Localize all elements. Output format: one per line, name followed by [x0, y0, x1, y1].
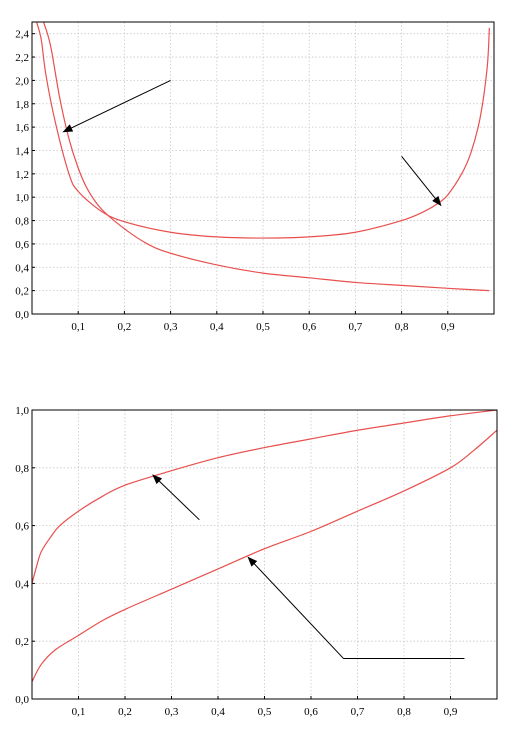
series-line-1 — [32, 410, 497, 584]
y-tick-label: 0,2 — [15, 636, 29, 648]
x-tick-label: 0,5 — [256, 321, 270, 333]
plot-frame — [31, 21, 495, 315]
y-tick-label: 0,6 — [15, 239, 29, 251]
x-tick-label: 0,7 — [349, 321, 363, 333]
annotation-arrow — [152, 474, 200, 521]
y-tick-label: 0,2 — [15, 286, 29, 298]
y-tick-label: 0,0 — [15, 309, 29, 321]
y-tick-label: 1,0 — [15, 192, 29, 204]
y-tick-label: 0,8 — [15, 463, 29, 475]
x-tick-label: 0,4 — [210, 321, 224, 333]
x-tick-label: 0,2 — [118, 321, 132, 333]
annotation-arrow — [247, 556, 344, 659]
chart-1: 0,1 0,2 0,3 0,4 0,5 0,6 0,7 0,8 0,9 0,0 0,2 0,4 0,6 0… — [15, 21, 495, 333]
x-tick-label: 0,1 — [71, 321, 85, 333]
y-tick-label: 1,4 — [15, 145, 29, 157]
x-tick-label: 0,1 — [72, 706, 86, 718]
y-tick-label: 2,0 — [15, 75, 29, 87]
series-line-2 — [32, 429, 497, 682]
y-tick-label: 0,6 — [15, 521, 29, 533]
x-tick-label: 0,5 — [258, 706, 272, 718]
x-tick-label: 0,8 — [397, 706, 411, 718]
y-tick-label: 0,4 — [15, 262, 29, 274]
x-tick-label: 0,2 — [118, 706, 132, 718]
series-line-1 — [42, 22, 490, 292]
x-tick-label: 0,9 — [444, 706, 458, 718]
series-line-2 — [36, 22, 490, 239]
annotation-arrow — [401, 156, 442, 207]
annotation-arrow — [62, 79, 171, 133]
y-tick-label: 0,0 — [15, 694, 29, 706]
plot-frame — [31, 409, 498, 700]
x-tick-label: 0,9 — [441, 321, 455, 333]
y-tick-label: 0,4 — [15, 578, 29, 590]
y-tick-label: 1,0 — [15, 405, 29, 417]
y-tick-label: 1,2 — [15, 169, 29, 181]
x-tick-label: 0,7 — [351, 706, 365, 718]
y-tick-label: 1,8 — [15, 99, 29, 111]
x-tick-label: 0,8 — [395, 321, 409, 333]
y-tick-label: 2,2 — [15, 52, 29, 64]
x-tick-label: 0,3 — [165, 706, 179, 718]
x-tick-label: 0,6 — [302, 321, 316, 333]
x-tick-label: 0,6 — [304, 706, 318, 718]
x-tick-label: 0,4 — [211, 706, 225, 718]
chart-2: 0,1 0,2 0,3 0,4 0,5 0,6 0,7 0,8 0,9 0,0 0,2 0,4 0,6 0… — [15, 405, 498, 718]
y-tick-label: 1,6 — [15, 122, 29, 134]
y-tick-label: 0,8 — [15, 216, 29, 228]
x-tick-label: 0,3 — [164, 321, 178, 333]
y-tick-label: 2,4 — [15, 29, 29, 41]
